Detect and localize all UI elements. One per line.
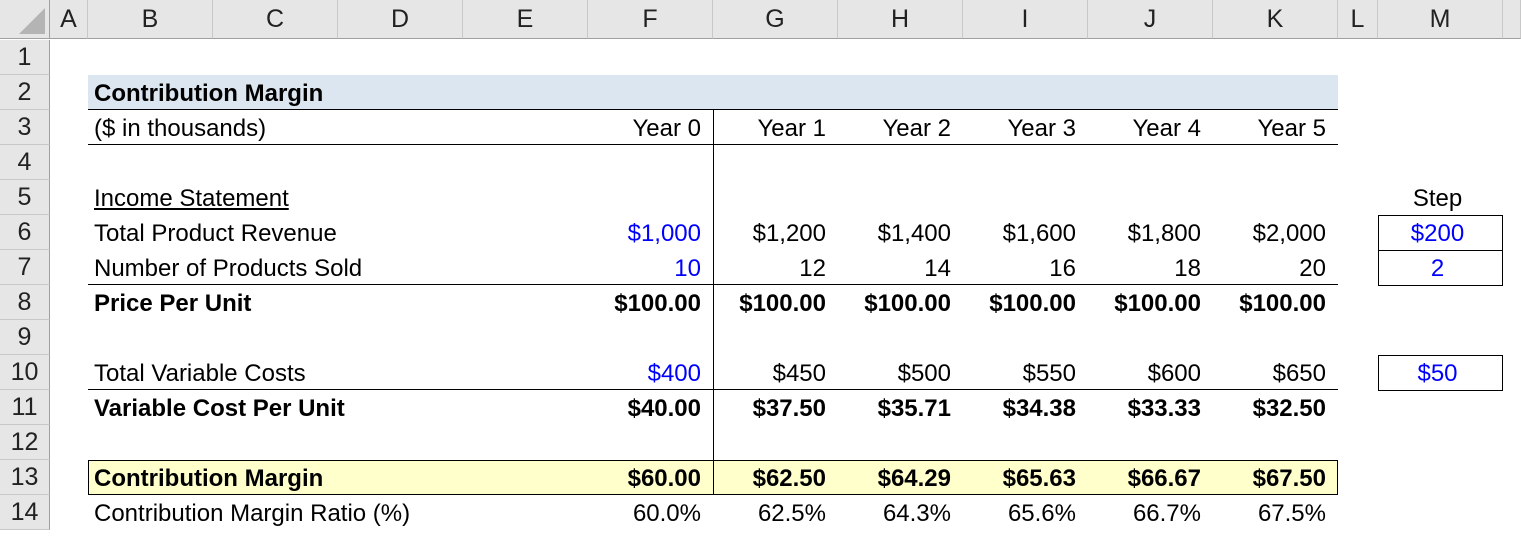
value-cell: $62.50 — [752, 465, 826, 492]
value-cell: $100.00 — [739, 290, 826, 317]
column-header-F[interactable]: F — [588, 0, 713, 39]
value-cell: $100.00 — [1114, 290, 1201, 317]
row-label: Contribution Margin Ratio (%) — [94, 500, 411, 527]
value-cell: $450 — [772, 360, 826, 387]
year-header: Year 5 — [1257, 115, 1326, 142]
row-header-14[interactable]: 14 — [0, 495, 50, 530]
column-header-E[interactable]: E — [463, 0, 588, 39]
value-cell: $60.00 — [627, 465, 701, 492]
row-header-6[interactable]: 6 — [0, 215, 50, 250]
value-cell: 10 — [674, 255, 701, 282]
step-header: Step — [1412, 185, 1463, 212]
row-label: Price Per Unit — [94, 290, 252, 317]
column-header-J[interactable]: J — [1088, 0, 1213, 39]
row-header-10[interactable]: 10 — [0, 355, 50, 390]
value-cell: 14 — [924, 255, 951, 282]
row-label: Total Product Revenue — [94, 220, 337, 247]
year-header: Year 2 — [882, 115, 951, 142]
value-cell: $100.00 — [864, 290, 951, 317]
step-input: 2 — [1430, 255, 1445, 282]
value-cell: $550 — [1022, 360, 1076, 387]
value-cell: $64.29 — [877, 465, 951, 492]
column-header-K[interactable]: K — [1213, 0, 1338, 39]
value-cell: $1,200 — [752, 220, 826, 247]
section-header-income-statement: Income Statement — [94, 185, 289, 212]
column-header-H[interactable]: H — [838, 0, 963, 39]
value-cell: 67.5% — [1257, 500, 1326, 527]
row-header-8[interactable]: 8 — [0, 285, 50, 320]
border-line — [713, 110, 714, 495]
value-cell: $500 — [897, 360, 951, 387]
value-cell: $100.00 — [1239, 290, 1326, 317]
row-header-2[interactable]: 2 — [0, 75, 50, 110]
value-cell: $1,400 — [877, 220, 951, 247]
value-cell: $100.00 — [614, 290, 701, 317]
column-header-C[interactable]: C — [213, 0, 338, 39]
value-cell: $35.71 — [877, 395, 951, 422]
value-cell: 60.0% — [632, 500, 701, 527]
row-header-4[interactable]: 4 — [0, 145, 50, 180]
value-cell: $34.38 — [1002, 395, 1076, 422]
row-header-5[interactable]: 5 — [0, 180, 50, 215]
year-header: Year 0 — [632, 115, 701, 142]
column-header-M[interactable]: M — [1378, 0, 1503, 39]
column-header-B[interactable]: B — [88, 0, 213, 39]
value-cell: $600 — [1147, 360, 1201, 387]
step-input: $50 — [1417, 360, 1458, 387]
row-label: Number of Products Sold — [94, 255, 363, 282]
value-cell: $65.63 — [1002, 465, 1076, 492]
column-header-A[interactable]: A — [50, 0, 88, 39]
value-cell: $1,800 — [1127, 220, 1201, 247]
value-cell: $100.00 — [989, 290, 1076, 317]
sheet-title: Contribution Margin — [94, 80, 324, 107]
border-line — [88, 109, 1338, 110]
row-header-9[interactable]: 9 — [0, 320, 50, 355]
value-cell: $400 — [647, 360, 701, 387]
year-header: Year 1 — [757, 115, 826, 142]
row-label: Contribution Margin — [94, 465, 324, 492]
value-cell: 16 — [1049, 255, 1076, 282]
value-cell: $2,000 — [1252, 220, 1326, 247]
row-header-12[interactable]: 12 — [0, 425, 50, 460]
title-fill — [88, 75, 1338, 110]
row-header-3[interactable]: 3 — [0, 110, 50, 145]
row-header-13[interactable]: 13 — [0, 460, 50, 495]
column-header-blank — [1503, 0, 1521, 39]
column-header-L[interactable]: L — [1338, 0, 1378, 39]
value-cell: 64.3% — [882, 500, 951, 527]
value-cell: 20 — [1299, 255, 1326, 282]
value-cell: 62.5% — [757, 500, 826, 527]
row-header-1[interactable]: 1 — [0, 40, 50, 75]
step-input: $200 — [1410, 220, 1465, 247]
column-header-G[interactable]: G — [713, 0, 838, 39]
value-cell: $40.00 — [627, 395, 701, 422]
select-all-corner[interactable] — [0, 0, 50, 39]
value-cell: 18 — [1174, 255, 1201, 282]
value-cell: $67.50 — [1252, 465, 1326, 492]
row-label: Variable Cost Per Unit — [94, 395, 345, 422]
value-cell: $1,000 — [627, 220, 701, 247]
value-cell: 66.7% — [1132, 500, 1201, 527]
row-label: Total Variable Costs — [94, 360, 306, 387]
value-cell: 65.6% — [1007, 500, 1076, 527]
year-header: Year 3 — [1007, 115, 1076, 142]
value-cell: $37.50 — [752, 395, 826, 422]
step-input-box[interactable] — [1378, 250, 1503, 286]
value-cell: $1,600 — [1002, 220, 1076, 247]
value-cell: $66.67 — [1127, 465, 1201, 492]
column-header-I[interactable]: I — [963, 0, 1088, 39]
value-cell: $33.33 — [1127, 395, 1201, 422]
step-input-box[interactable] — [1378, 355, 1503, 391]
row-header-7[interactable]: 7 — [0, 250, 50, 285]
units-label: ($ in thousands) — [94, 115, 267, 142]
column-header-D[interactable]: D — [338, 0, 463, 39]
row-header-11[interactable]: 11 — [0, 390, 50, 425]
value-cell: $32.50 — [1252, 395, 1326, 422]
value-cell: 12 — [799, 255, 826, 282]
year-header: Year 4 — [1132, 115, 1201, 142]
value-cell: $650 — [1272, 360, 1326, 387]
